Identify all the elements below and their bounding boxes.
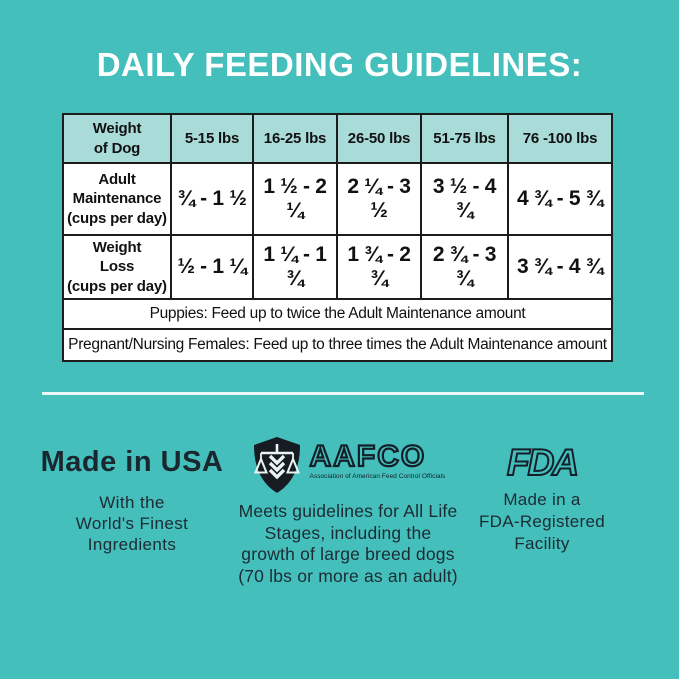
column-header-weight-of-dog: Weight of Dog bbox=[62, 113, 172, 164]
fda-logo: FDA bbox=[506, 442, 580, 483]
feeding-table: Weight of Dog 5-15 lbs 16-25 lbs 26-50 l… bbox=[62, 113, 613, 362]
aafco-shield-icon bbox=[253, 437, 300, 493]
table-row-adult-maintenance: Adult Maintenance (cups per day) ¾ - 1 ½… bbox=[62, 162, 613, 236]
cell-adult-26-50: 2 ¼ - 3 ½ bbox=[336, 162, 422, 236]
note-pregnant-nursing: Pregnant/Nursing Females: Feed up to thr… bbox=[62, 328, 613, 362]
table-header-row: Weight of Dog 5-15 lbs 16-25 lbs 26-50 l… bbox=[62, 113, 613, 164]
made-in-usa-subtext: With the World's Finest Ingredients bbox=[75, 493, 189, 554]
table-note-row: Pregnant/Nursing Females: Feed up to thr… bbox=[62, 328, 613, 362]
aafco-logo: AAFCO Association of American Feed Contr… bbox=[228, 436, 468, 496]
table-row-weight-loss: Weight Loss (cups per day) ½ - 1 ¼ 1 ¼ -… bbox=[62, 234, 613, 300]
table-note-row: Puppies: Feed up to twice the Adult Main… bbox=[62, 298, 613, 330]
column-header-26-50-lbs: 26-50 lbs bbox=[336, 113, 422, 164]
aafco-wordmark: AAFCO Association of American Feed Contr… bbox=[308, 436, 446, 480]
column-header-16-25-lbs: 16-25 lbs bbox=[252, 113, 338, 164]
page-title: DAILY FEEDING GUIDELINES: bbox=[96, 46, 583, 83]
cell-loss-51-75: 2 ¾ - 3 ¾ bbox=[420, 234, 509, 300]
column-header-5-15-lbs: 5-15 lbs bbox=[170, 113, 254, 164]
cell-adult-16-25: 1 ½ - 2 ¼ bbox=[252, 162, 338, 236]
aafco-section: AAFCO Association of American Feed Contr… bbox=[228, 436, 468, 587]
column-header-51-75-lbs: 51-75 lbs bbox=[420, 113, 509, 164]
made-in-usa-heading: Made in USA bbox=[40, 446, 224, 478]
row-label-adult-maintenance: Adult Maintenance (cups per day) bbox=[62, 162, 172, 236]
divider-line bbox=[42, 392, 644, 395]
cell-loss-26-50: 1 ¾ - 2 ¾ bbox=[336, 234, 422, 300]
cell-loss-76-100: 3 ¾ - 4 ¾ bbox=[507, 234, 613, 300]
cell-loss-5-15: ½ - 1 ¼ bbox=[170, 234, 254, 300]
column-header-76-100-lbs: 76 -100 lbs bbox=[507, 113, 613, 164]
aafco-logo-text: AAFCO bbox=[308, 440, 427, 473]
fda-section: FDA Made in a FDA-Registered Facility bbox=[472, 442, 612, 555]
made-in-usa-section: Made in USA With the World's Finest Ingr… bbox=[38, 446, 226, 555]
cell-adult-51-75: 3 ½ - 4 ¾ bbox=[420, 162, 509, 236]
row-label-weight-loss: Weight Loss (cups per day) bbox=[62, 234, 172, 300]
aafco-statement: Meets guidelines for All Life Stages, in… bbox=[238, 501, 458, 586]
cell-loss-16-25: 1 ¼ - 1 ¾ bbox=[252, 234, 338, 300]
note-puppies: Puppies: Feed up to twice the Adult Main… bbox=[62, 298, 613, 330]
fda-statement: Made in a FDA-Registered Facility bbox=[478, 490, 606, 553]
aafco-logo-subtext: Association of American Feed Control Off… bbox=[309, 473, 446, 480]
cell-adult-5-15: ¾ - 1 ½ bbox=[170, 162, 254, 236]
cell-adult-76-100: 4 ¾ - 5 ¾ bbox=[507, 162, 613, 236]
